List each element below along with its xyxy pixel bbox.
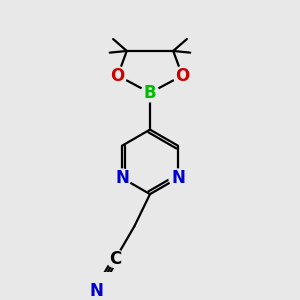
Circle shape <box>113 169 131 187</box>
Circle shape <box>109 67 127 85</box>
Text: O: O <box>175 67 189 85</box>
Circle shape <box>169 169 187 187</box>
Text: B: B <box>144 84 156 102</box>
Text: N: N <box>171 169 185 187</box>
Circle shape <box>141 84 159 102</box>
Text: O: O <box>111 67 125 85</box>
Text: N: N <box>90 282 104 300</box>
Circle shape <box>88 282 106 300</box>
Text: C: C <box>110 250 122 268</box>
Circle shape <box>173 67 191 85</box>
Circle shape <box>106 250 124 268</box>
Text: N: N <box>115 169 129 187</box>
